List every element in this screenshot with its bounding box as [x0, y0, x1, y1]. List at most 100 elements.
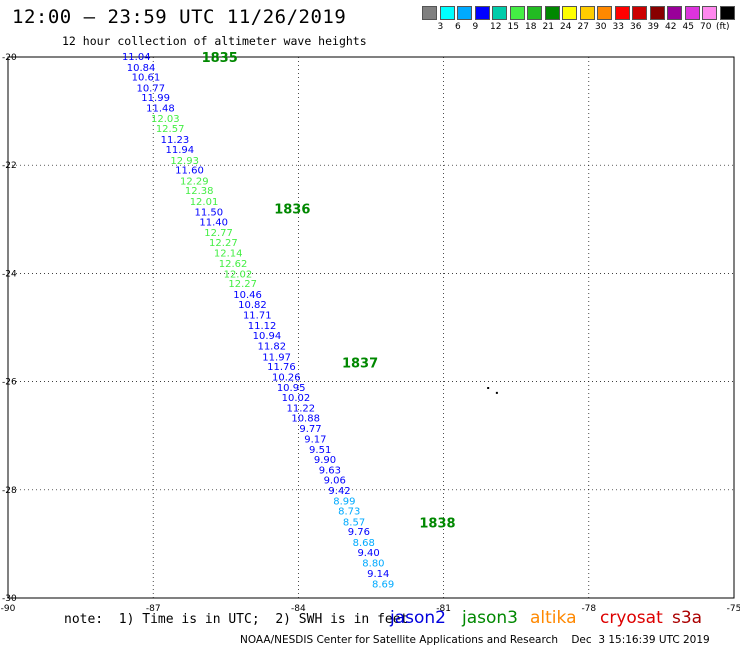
lon-tick-label: -78	[581, 604, 596, 614]
lon-tick-label: -87	[146, 604, 161, 614]
satellite-label-cryosat: cryosat	[600, 608, 663, 628]
wave-height-value: 11.12	[248, 321, 277, 332]
wave-height-value: 9.63	[319, 465, 341, 476]
page-subtitle: 12 hour collection of altimeter wave hei…	[62, 34, 367, 48]
wave-height-value: 11.22	[286, 404, 315, 415]
wave-height-value: 8.73	[338, 506, 360, 517]
satellite-label-s3a: s3a	[672, 608, 703, 628]
credit-line: NOAA/NESDIS Center for Satellite Applica…	[240, 634, 710, 646]
legend-label: 3	[437, 22, 444, 32]
wave-height-value: 11.94	[165, 145, 194, 156]
wave-height-value: 11.23	[161, 135, 190, 146]
wave-height-value: 11.97	[262, 352, 291, 363]
wave-height-value: 11.99	[141, 93, 170, 104]
legend-label: 9	[472, 22, 479, 32]
wave-height-value: 10.84	[127, 63, 156, 74]
wave-height-value: 8.68	[353, 538, 375, 549]
legend-label: 24	[560, 22, 572, 32]
lat-tick-label: -30	[2, 594, 17, 604]
lon-tick-label: -81	[436, 604, 451, 614]
wave-height-value: 12.14	[214, 248, 243, 259]
legend-label: 39	[647, 22, 659, 32]
satellite-label-jason2: jason2	[390, 608, 446, 628]
wave-height-value: 9.76	[348, 527, 370, 538]
legend-label: 36	[630, 22, 642, 32]
legend-swatch	[632, 6, 647, 20]
wave-height-value: 9.06	[324, 476, 346, 487]
legend-swatch	[579, 6, 595, 20]
wave-height-value: 12.38	[185, 186, 214, 197]
wave-height-value: 9.17	[304, 434, 326, 445]
wave-height-value: 11.71	[243, 311, 272, 322]
legend-swatch	[667, 6, 682, 20]
wave-height-value: 12.27	[228, 279, 257, 290]
wave-height-value: 8.57	[343, 517, 365, 528]
wave-height-value: 9.14	[367, 569, 389, 580]
island-marker	[495, 391, 498, 394]
lat-tick-label: -20	[2, 53, 17, 63]
lat-tick-label: -28	[2, 486, 17, 496]
wave-height-value: 12.77	[204, 228, 233, 239]
wave-height-value: 9.51	[309, 445, 331, 456]
legend-label: 21	[542, 22, 554, 32]
wave-height-value: 11.40	[199, 218, 228, 229]
wave-height-value: 12.29	[180, 176, 209, 187]
time-label: 1837	[342, 357, 378, 372]
lat-tick-label: -26	[2, 378, 17, 388]
page-title: 12:00 – 23:59 UTC 11/26/2019	[12, 6, 347, 28]
map-frame	[7, 56, 735, 599]
legend-swatch	[544, 6, 560, 20]
legend-label: 15	[507, 22, 519, 32]
wave-height-value: 8.80	[362, 558, 384, 569]
wave-height-value: 10.77	[136, 83, 165, 94]
wave-height-value: 11.04	[122, 52, 151, 63]
wave-height-value: 8.99	[333, 497, 355, 508]
legend-label: 33	[612, 22, 624, 32]
lon-tick-label: -84	[291, 604, 306, 614]
wave-height-value: 9.77	[299, 424, 321, 435]
satellite-label-altika: altika	[530, 608, 577, 628]
legend-label: 6	[455, 22, 461, 32]
lon-tick-label: -90	[1, 604, 16, 614]
legend-label: 70	[700, 22, 712, 32]
time-label: 1836	[274, 202, 310, 217]
wave-height-value: 12.93	[170, 156, 199, 167]
legend-swatch	[439, 6, 455, 20]
legend-unit: (ft)	[716, 22, 730, 32]
legend-label: 45	[682, 22, 694, 32]
wave-height-value: 11.50	[195, 207, 224, 218]
wave-height-value: 8.69	[372, 579, 394, 590]
time-label: 1835	[202, 51, 238, 66]
satellite-label-jason3: jason3	[462, 608, 518, 628]
legend-swatch	[527, 6, 542, 20]
wave-height-value: 10.82	[238, 300, 267, 311]
wave-height-value: 12.01	[190, 197, 219, 208]
lat-tick-label: -24	[2, 269, 17, 279]
legend-swatch	[492, 6, 507, 20]
wave-height-value: 10.94	[253, 331, 282, 342]
lat-tick-label: -22	[2, 161, 17, 171]
wave-height-value: 12.03	[151, 114, 180, 125]
legend-label: 30	[595, 22, 607, 32]
legend-swatch	[649, 6, 665, 20]
wave-height-value: 10.26	[272, 372, 301, 383]
legend-swatch	[719, 6, 735, 20]
legend-swatch	[474, 6, 490, 20]
legend-swatch	[597, 6, 612, 20]
wave-height-value: 11.82	[257, 341, 286, 352]
wave-height-value: 12.57	[156, 124, 185, 135]
time-label: 1838	[419, 516, 455, 531]
legend-label: 12	[490, 22, 502, 32]
wave-height-value: 11.48	[146, 103, 175, 114]
legend-swatch	[702, 6, 717, 20]
wave-height-value: 9.42	[328, 486, 350, 497]
legend-label: 18	[525, 22, 537, 32]
island-marker	[487, 387, 490, 390]
legend-swatch	[422, 6, 437, 20]
wave-height-value: 10.02	[282, 393, 311, 404]
footnote: note: 1) Time is in UTC; 2) SWH is in fe…	[64, 612, 409, 627]
legend-swatch	[562, 6, 577, 20]
legend-swatch	[614, 6, 630, 20]
